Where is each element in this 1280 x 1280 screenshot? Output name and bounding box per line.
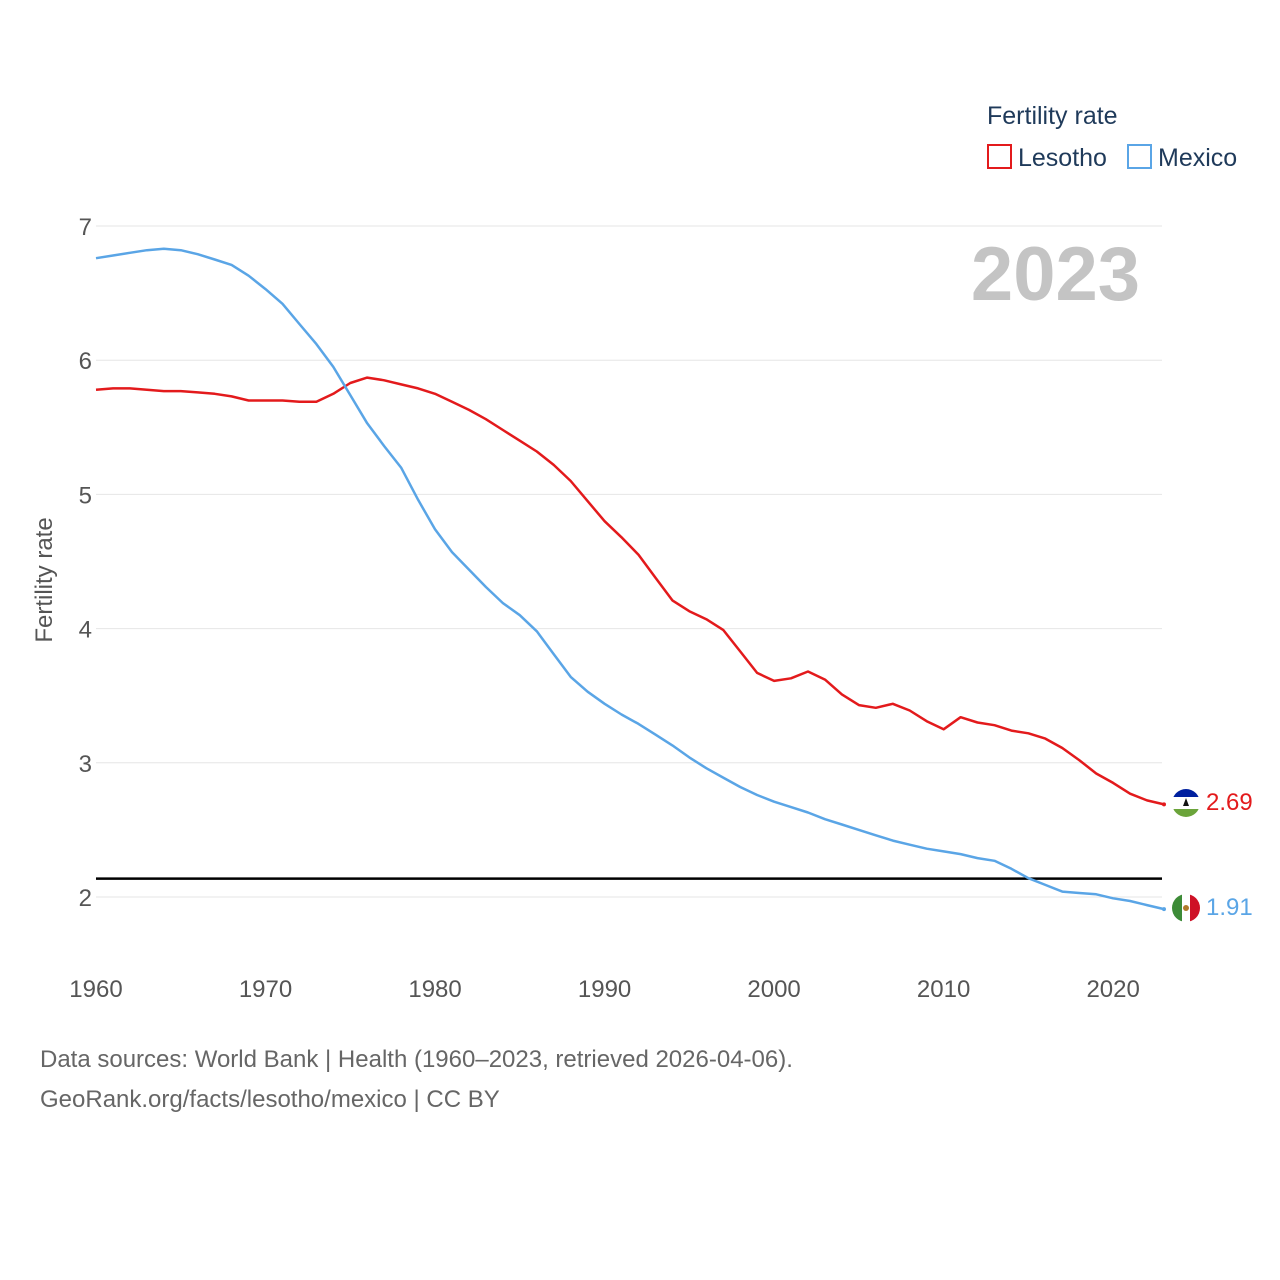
end-point-lesotho (1162, 802, 1166, 807)
end-point-mexico (1162, 907, 1166, 912)
x-axis-ticks: 1960 1970 1980 1990 2000 2010 2020 (69, 976, 1140, 1003)
lesotho-flag-icon (1172, 789, 1200, 817)
legend: Fertility rate Lesotho Mexico (987, 102, 1237, 172)
x-tick-label-2010: 2010 (917, 976, 970, 1003)
y-tick-label-4: 4 (79, 617, 92, 644)
x-tick-label-2000: 2000 (747, 976, 800, 1003)
series-line-lesotho[interactable] (95, 376, 1165, 806)
source-line-1: Data sources: World Bank | Health (1960–… (40, 1046, 793, 1073)
end-label-lesotho: 2.69 (1206, 789, 1253, 816)
end-label-mexico: 1.91 (1206, 894, 1253, 921)
y-tick-label-5: 5 (79, 482, 92, 509)
x-tick-label-1970: 1970 (239, 976, 292, 1003)
x-tick-label-1960: 1960 (69, 976, 122, 1003)
mexico-flag-icon (1172, 894, 1200, 922)
year-label: 2023 (971, 232, 1140, 317)
y-tick-label-2: 2 (79, 885, 92, 912)
y-axis-ticks: 2 3 4 5 6 7 (79, 214, 92, 912)
gridlines (96, 225, 1162, 898)
x-tick-label-1990: 1990 (578, 976, 631, 1003)
source-line-2[interactable]: GeoRank.org/facts/lesotho/mexico | CC BY (40, 1086, 500, 1113)
x-tick-label-1980: 1980 (408, 976, 461, 1003)
y-tick-label-6: 6 (79, 348, 92, 375)
legend-label-mexico[interactable]: Mexico (1158, 144, 1237, 172)
series-line-mexico[interactable] (95, 247, 1165, 911)
y-tick-label-7: 7 (79, 214, 92, 241)
legend-swatch-mexico[interactable] (1127, 144, 1152, 169)
x-tick-label-2020: 2020 (1086, 976, 1139, 1003)
legend-title: Fertility rate (987, 102, 1118, 130)
y-tick-label-3: 3 (79, 751, 92, 778)
y-axis-title: Fertility rate (31, 517, 58, 642)
series-lines (95, 247, 1165, 911)
legend-swatch-lesotho[interactable] (987, 144, 1012, 169)
end-markers (1162, 802, 1166, 912)
legend-label-lesotho[interactable]: Lesotho (1018, 144, 1107, 172)
